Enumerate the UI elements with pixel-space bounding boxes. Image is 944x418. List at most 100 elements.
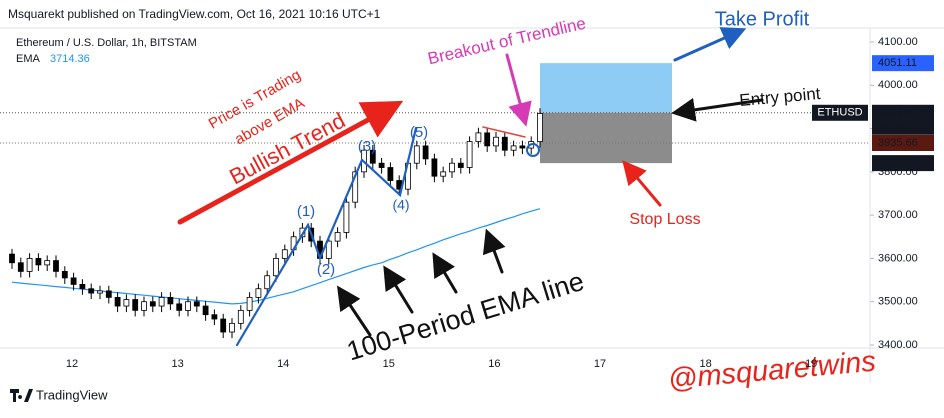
- candle-body: [264, 275, 271, 290]
- x-tick-label: 16: [488, 358, 500, 370]
- candle-body: [211, 314, 218, 320]
- arrow: [337, 285, 372, 337]
- candle-body: [449, 162, 455, 173]
- y-tick-label: 3400.00: [878, 339, 918, 351]
- candle-body: [343, 201, 350, 233]
- candle-body: [413, 145, 420, 164]
- candle-body: [61, 271, 68, 279]
- target-label-bg: [872, 55, 934, 72]
- wave-label: (1): [297, 203, 315, 220]
- wave-label: (3): [358, 138, 376, 155]
- trendline: [482, 126, 526, 138]
- candle-body: [387, 167, 394, 181]
- candle-body: [466, 141, 473, 168]
- x-tick-label: 13: [171, 358, 183, 370]
- x-tick-label: 15: [383, 358, 395, 370]
- trend-arrow: [177, 100, 404, 225]
- x-tick-label: 18: [699, 358, 711, 370]
- candle-body: [132, 299, 139, 311]
- candle-body: [510, 145, 517, 151]
- annotation: Take Profit: [715, 8, 810, 30]
- stop-zone: [540, 112, 672, 164]
- x-tick-label: 17: [594, 358, 606, 370]
- wave-label: (4): [392, 197, 409, 213]
- symbol-label-bg: [812, 104, 868, 121]
- y-tick-label: 3700.00: [878, 209, 918, 221]
- candle-body: [325, 240, 332, 259]
- candle-body: [97, 290, 103, 294]
- candle-body: [158, 296, 165, 307]
- candle-body: [220, 318, 227, 333]
- candle-body: [281, 249, 288, 259]
- price-axis: 3400.003500.003600.003700.003800.003900.…: [870, 36, 934, 351]
- target-zone: [540, 63, 672, 113]
- arrow: [432, 252, 458, 294]
- candle-body: [334, 232, 341, 242]
- candle-body: [44, 260, 51, 266]
- bid-label: 3935.66: [878, 137, 918, 149]
- candle-body: [141, 301, 147, 311]
- x-tick-label: 19: [805, 358, 817, 370]
- candle-body: [273, 258, 279, 277]
- wave-line: [235, 126, 418, 347]
- stop-label: 3820.21: [878, 157, 918, 169]
- symbol-label: ETHUSD: [817, 107, 862, 119]
- candle-body: [475, 132, 482, 142]
- y-tick-label: 3500.00: [878, 296, 918, 308]
- target-label: 4051.11: [878, 57, 917, 69]
- annotations: [177, 27, 764, 347]
- arrow: [622, 160, 662, 207]
- wave-label: (2): [317, 261, 335, 278]
- candle-body: [17, 262, 24, 272]
- candle-body: [123, 299, 130, 307]
- candle-body: [193, 301, 200, 307]
- candle-body: [431, 158, 438, 177]
- candle-body: [255, 288, 262, 298]
- footer: TradingView: [10, 387, 108, 402]
- candle-body: [88, 288, 95, 294]
- arrow: [671, 97, 764, 122]
- candle-body: [53, 260, 59, 272]
- indicator-name: EMA: [16, 53, 41, 65]
- candle-body: [202, 305, 209, 316]
- arrow: [505, 53, 532, 127]
- candle-body: [237, 309, 244, 324]
- header: Msquarekt published on TradingView.com, …: [8, 7, 381, 21]
- entry-label: 3936.47: [878, 107, 918, 119]
- candle-body: [457, 162, 464, 168]
- candle-body: [369, 149, 376, 164]
- candle-body: [352, 171, 359, 203]
- x-tick-label: 14: [277, 358, 289, 370]
- logo: [10, 389, 33, 402]
- candle-body: [176, 303, 183, 311]
- candle-body: [537, 113, 543, 142]
- candle-body: [246, 296, 253, 311]
- candle-body: [229, 322, 235, 333]
- candle-body: [79, 283, 86, 290]
- wave-label: (5): [410, 124, 428, 141]
- candle-body: [26, 258, 33, 272]
- candle-body: [149, 301, 156, 307]
- symbol-title: Ethereum / U.S. Dollar, 1h, BITSTAM: [16, 37, 197, 49]
- arrow: [482, 228, 506, 274]
- candle-body: [70, 277, 77, 285]
- arrow: [383, 265, 414, 314]
- breakout-circle: [526, 143, 540, 157]
- candle-body: [519, 145, 526, 149]
- candle-body: [440, 171, 447, 177]
- x-tick-label: 12: [66, 358, 78, 370]
- candle-body: [484, 132, 491, 147]
- entry-label-bg: [872, 104, 934, 135]
- candle-body: [422, 145, 429, 160]
- y-tick-label: 3600.00: [878, 252, 918, 264]
- bid-label-bg: [872, 135, 934, 151]
- candle-body: [105, 290, 112, 298]
- stop-label-bg: [872, 155, 934, 172]
- candle-body: [185, 301, 191, 311]
- candle-body: [378, 162, 385, 168]
- candle-body: [114, 296, 121, 307]
- arrow: [673, 27, 747, 62]
- y-tick-label: 4000.00: [878, 79, 918, 91]
- footer-text: TradingView: [36, 387, 108, 402]
